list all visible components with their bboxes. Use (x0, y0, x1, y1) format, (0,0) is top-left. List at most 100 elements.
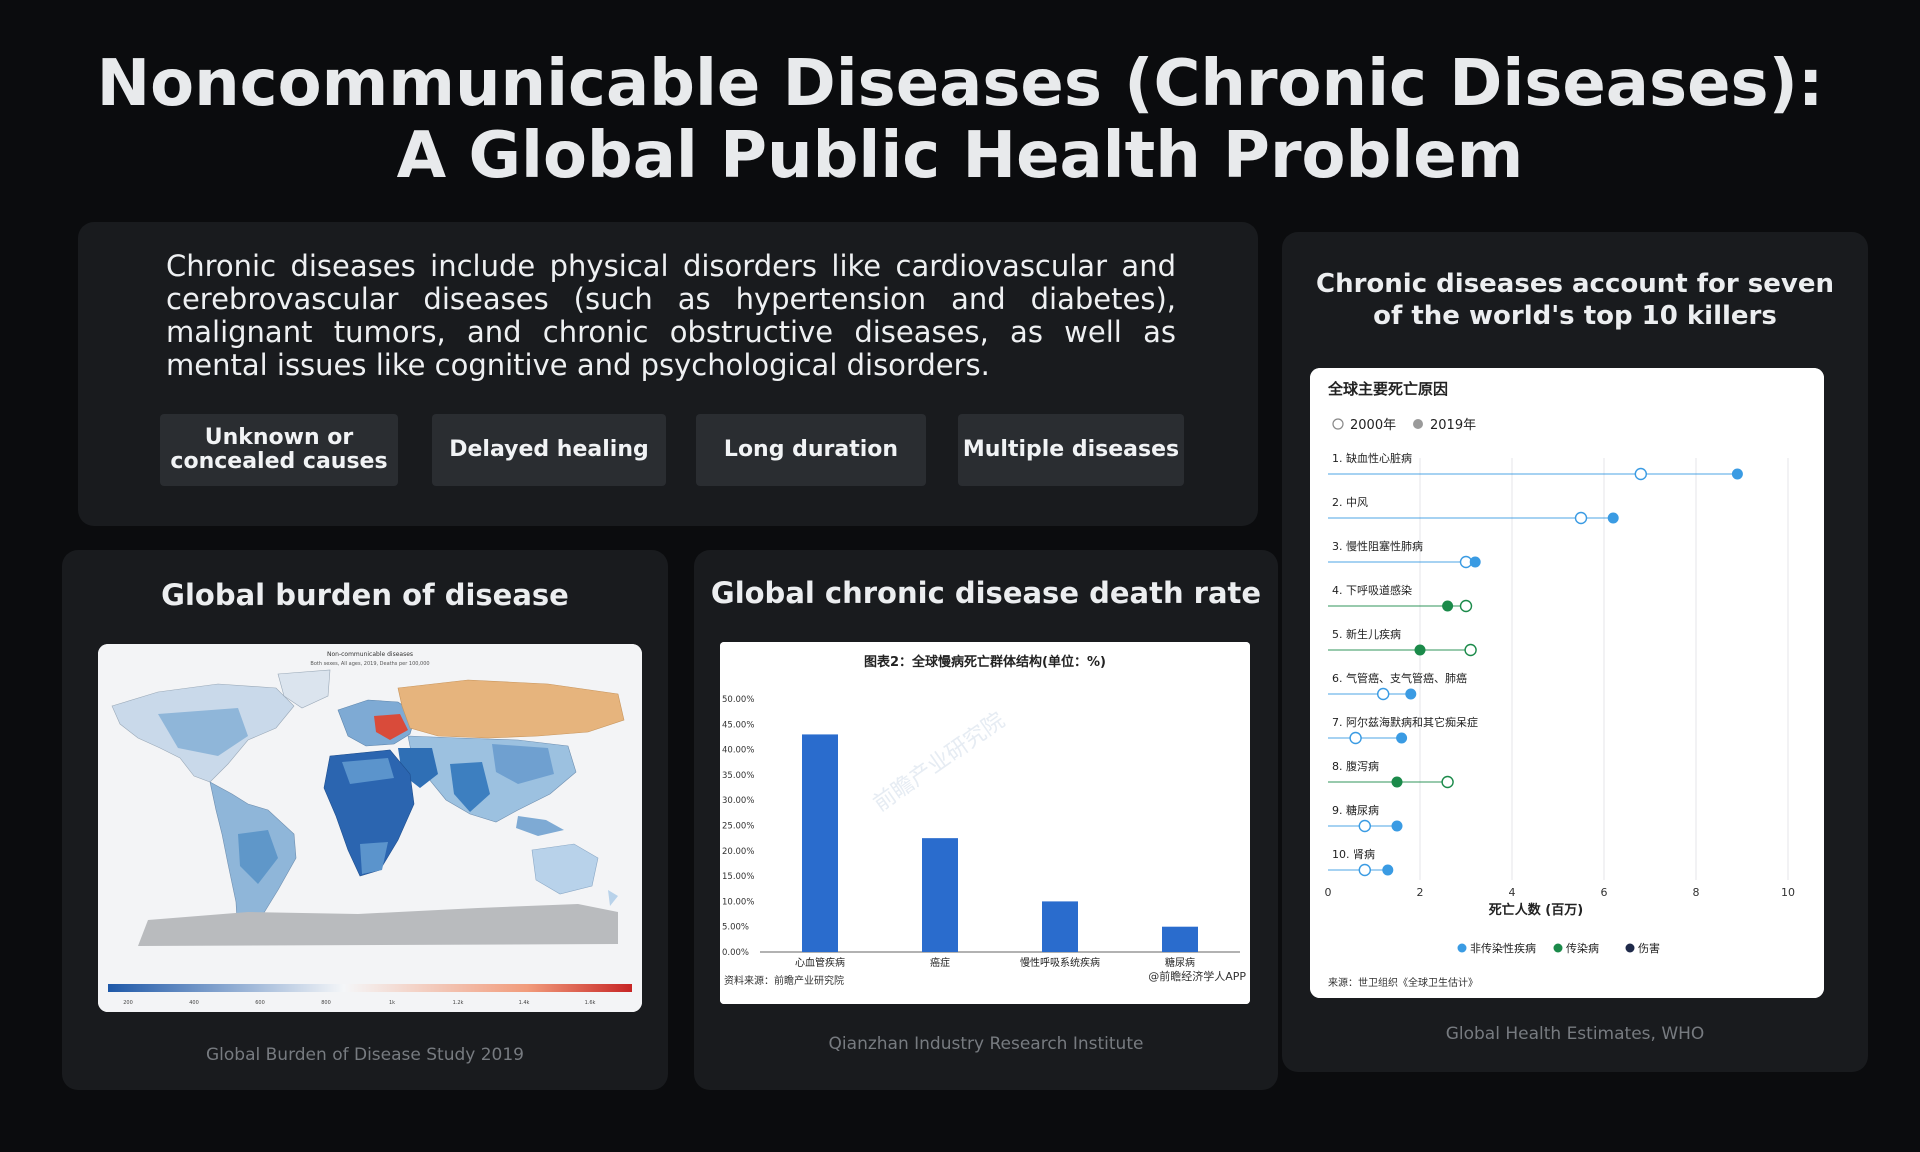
map-legend-tick: 400 (189, 1000, 199, 1006)
bar-chart-credit: @前瞻经济学人APP (1148, 969, 1246, 983)
dot-x-tick: 8 (1693, 886, 1700, 899)
legend-injury-label: 伤害 (1638, 941, 1660, 955)
tag-row: Unknown or concealed causes Delayed heali… (160, 414, 1200, 488)
dot-row-label: 3. 慢性阻塞性肺病 (1332, 539, 1423, 553)
dot-x-tick: 2 (1417, 886, 1424, 899)
death-rate-source: Qianzhan Industry Research Institute (828, 1034, 1144, 1054)
bar (922, 838, 958, 952)
dot-row-label: 9. 糖尿病 (1332, 803, 1379, 817)
map-legend-tick: 1.6k (585, 1000, 596, 1006)
bar-chart-title: 图表2：全球慢病死亡群体结构(单位：%) (864, 654, 1106, 670)
dot-2019 (1731, 468, 1743, 480)
killers-panel: Chronic diseases account for seven of th… (1282, 232, 1868, 1072)
bar-y-tick: 30.00% (722, 796, 754, 806)
dot-chart-title: 全球主要死亡原因 (1327, 380, 1448, 398)
map-russia (397, 679, 625, 739)
bar-y-tick: 40.00% (722, 746, 754, 756)
legend-2019-marker (1413, 419, 1423, 429)
map-brazil (238, 830, 278, 884)
bar-y-tick: 35.00% (722, 771, 754, 781)
map-legend-tick: 200 (123, 1000, 133, 1006)
dot-2019 (1607, 512, 1619, 524)
burden-panel: Global burden of disease Non-communicabl… (62, 550, 668, 1090)
death-rate-panel: Global chronic disease death rate 图表2：全球… (694, 550, 1278, 1090)
bar (802, 734, 838, 952)
dot-x-tick: 4 (1509, 886, 1516, 899)
killers-title-line2: of the world's top 10 killers (1373, 301, 1777, 331)
map-title: Non-communicable diseases (327, 651, 413, 658)
bar-y-tick: 50.00% (722, 695, 754, 705)
map-new-zealand (608, 890, 618, 906)
killers-source: Global Health Estimates, WHO (1445, 1024, 1705, 1044)
map-antarctica (138, 904, 618, 946)
dot-2000 (1441, 775, 1454, 789)
map-greenland (277, 669, 331, 709)
dot-2000 (1358, 863, 1371, 877)
map-color-legend (108, 984, 632, 992)
dot-2019 (1414, 644, 1426, 656)
killers-chart-card: 全球主要死亡原因 2000年 2019年 1. 缺血性心脏病 2. 中风 3. 慢性… (1310, 368, 1824, 998)
map-legend-tick: 1.4k (519, 1000, 530, 1006)
map-legend-ticks: 200 400 600 800 1k 1.2k 1.4k 1.6k (123, 1000, 595, 1006)
killers-title-line1: Chronic diseases account for seven (1316, 269, 1834, 299)
dot-2019 (1391, 776, 1403, 788)
legend-2019-label: 2019年 (1430, 418, 1476, 433)
dot-2000 (1634, 467, 1647, 481)
tag-label: concealed causes (170, 449, 388, 474)
dot-2000 (1459, 599, 1473, 613)
dot-2019 (1405, 688, 1417, 700)
bar-chart-source: 资料来源：前瞻产业研究院 (724, 974, 844, 987)
bar-x-label: 癌症 (930, 956, 950, 969)
bar-x-label: 慢性呼吸系统疾病 (1020, 956, 1100, 969)
bar-y-tick: 45.00% (722, 720, 754, 730)
bar-y-tick: 15.00% (722, 872, 754, 882)
dot-2019 (1396, 732, 1408, 744)
dot-x-tick: 0 (1325, 886, 1332, 899)
dot-row-label: 4. 下呼吸道感染 (1332, 583, 1412, 597)
dot-chart-xlabel: 死亡人数 (百万) (1489, 902, 1583, 918)
burden-title: Global burden of disease (161, 578, 569, 612)
slide-title-line1: Noncommunicable Diseases (Chronic Diseas… (96, 47, 1824, 121)
dot-row-label: 5. 新生儿疾病 (1332, 627, 1401, 641)
intro-text: Chronic diseases include physical disord… (166, 249, 1176, 382)
map-usa (158, 708, 248, 756)
map-south-asia (450, 762, 490, 812)
death-rate-bar-chart: 图表2：全球慢病死亡群体结构(单位：%) 前瞻产业研究院 0.00%5.00%1… (720, 642, 1250, 1004)
death-rate-chart-card: 图表2：全球慢病死亡群体结构(单位：%) 前瞻产业研究院 0.00% 5.00% 1… (720, 642, 1250, 1004)
legend-injury-marker (1625, 943, 1635, 953)
dot-row-label: 8. 腹泻病 (1332, 759, 1379, 773)
bar-y-tick: 0.00% (722, 948, 749, 958)
legend-2000-marker (1332, 418, 1344, 430)
tag-label: Multiple diseases (962, 437, 1180, 462)
bar-y-tick: 25.00% (722, 822, 754, 832)
tag-long-duration: Long duration (696, 414, 926, 486)
bar-y-tick: 10.00% (722, 897, 754, 907)
tag-label: Delayed healing (449, 437, 649, 462)
dot-2019 (1391, 820, 1403, 832)
dot-2000 (1464, 643, 1477, 657)
map-eastern-europe (374, 714, 408, 740)
top-killers-dot-chart: 全球主要死亡原因 2000年 2019年 1. 缺血性心脏病 2. 中风 3. 慢性… (1310, 368, 1824, 998)
map-china (492, 744, 554, 784)
map-subtitle: Both sexes, All ages, 2019, Deaths per 1… (310, 661, 429, 667)
death-rate-title: Global chronic disease death rate (710, 576, 1262, 610)
bar (1162, 926, 1198, 952)
bar-y-tick: 20.00% (722, 847, 754, 857)
map-southern-africa (360, 842, 388, 874)
legend-noncommunicable-marker (1457, 943, 1467, 953)
legend-communicable-marker (1553, 943, 1563, 953)
dot-row-label: 10. 肾病 (1332, 847, 1375, 861)
tag-delayed-healing: Delayed healing (432, 414, 666, 486)
dot-2000 (1574, 511, 1588, 525)
burden-map-card: Non-communicable diseases Both sexes, Al… (98, 644, 642, 1012)
tag-unknown-causes: Unknown or concealed causes (160, 414, 398, 486)
dot-x-tick: 10 (1781, 886, 1795, 899)
bar-y-tick: 5.00% (722, 923, 749, 933)
world-map: Non-communicable diseases Both sexes, Al… (98, 644, 642, 1012)
tag-multiple-diseases: Multiple diseases (958, 414, 1184, 486)
dot-row-label: 7. 阿尔兹海默病和其它痴呆症 (1332, 715, 1478, 729)
killers-title: Chronic diseases account for seven of th… (1282, 268, 1868, 332)
map-north-africa (342, 758, 394, 784)
map-southeast-asia (516, 816, 564, 836)
burden-source: Global Burden of Disease Study 2019 (206, 1045, 524, 1065)
